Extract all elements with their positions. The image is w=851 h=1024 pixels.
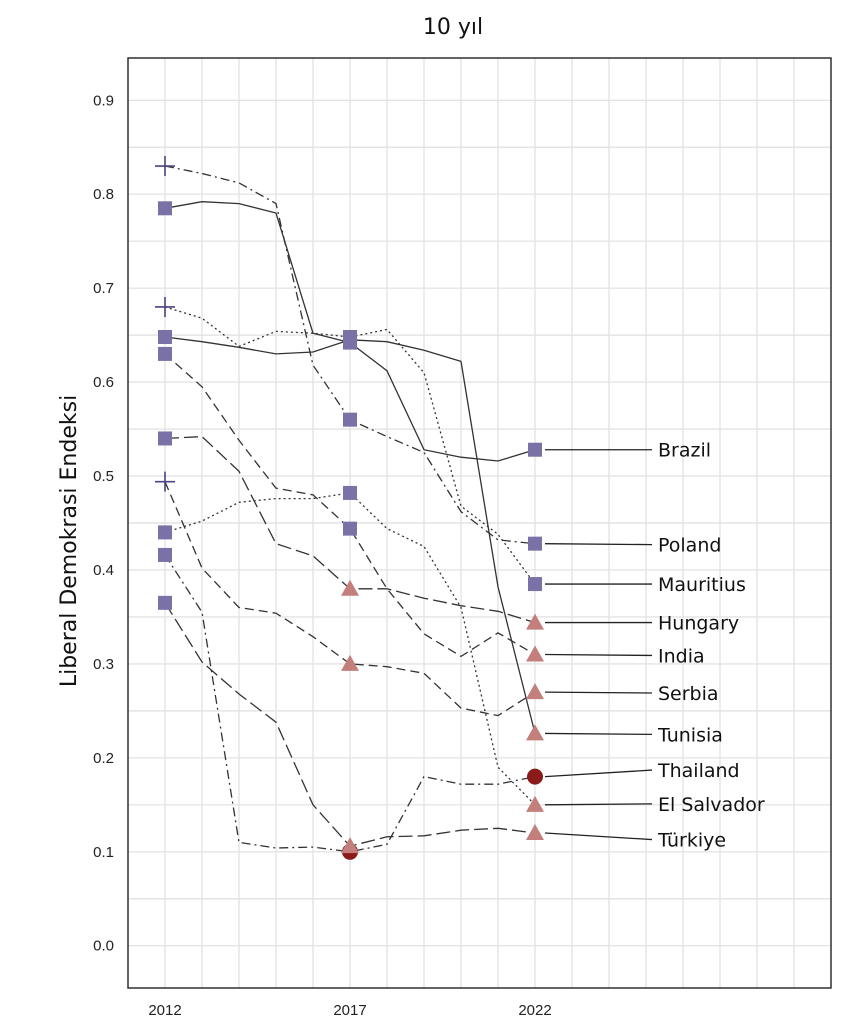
marker-group xyxy=(155,156,544,860)
x-tick-label: 2017 xyxy=(333,1002,366,1019)
marker-2012 xyxy=(155,156,175,177)
grid xyxy=(128,58,831,988)
x-tick-label: 2012 xyxy=(148,1002,181,1019)
series-line-4 xyxy=(164,353,536,658)
plot-frame xyxy=(127,57,832,989)
y-tick-label: 0.5 xyxy=(93,468,114,485)
marker-2017 xyxy=(343,485,357,500)
series-label: El Salvador xyxy=(658,794,765,816)
y-tick-label: 0.1 xyxy=(93,844,114,861)
marker-2017 xyxy=(341,837,359,854)
label-group: Brazil Poland Mauritius Hungary India Serbia T… xyxy=(544,440,765,852)
marker-2022 xyxy=(527,768,543,785)
series-label: Brazil xyxy=(658,440,711,462)
marker-2017 xyxy=(341,654,359,671)
marker-2012 xyxy=(158,330,172,344)
series-label: Serbia xyxy=(658,683,719,705)
label-connector xyxy=(544,732,653,736)
marker-2022 xyxy=(526,645,544,662)
y-tick-label: 0.4 xyxy=(93,562,114,579)
marker-2022 xyxy=(526,724,544,741)
chart-title: 10 yıl xyxy=(423,15,483,40)
marker-2012 xyxy=(158,201,172,216)
marker-2017 xyxy=(343,332,357,347)
marker-2012 xyxy=(158,547,172,562)
marker-2022 xyxy=(528,536,542,551)
marker-2022 xyxy=(528,442,542,457)
marker-2012 xyxy=(158,431,172,446)
label-connector xyxy=(544,543,653,546)
marker-2017 xyxy=(341,579,359,596)
marker-2022 xyxy=(526,824,544,840)
label-connector xyxy=(544,653,653,657)
x-tick-label: 2022 xyxy=(518,1002,551,1019)
series-label: India xyxy=(658,645,705,667)
marker-2022 xyxy=(528,577,542,592)
y-tick-label: 0.6 xyxy=(93,374,114,391)
marker-2022 xyxy=(526,613,544,630)
y-axis-label: Liberal Demokrasi Endeksi xyxy=(57,395,82,687)
label-connector xyxy=(544,691,653,694)
y-tick-label: 0.3 xyxy=(93,656,114,673)
y-tick-label: 0.8 xyxy=(93,186,114,203)
marker-2012 xyxy=(158,346,172,361)
marker-2022 xyxy=(526,683,544,700)
marker-2012 xyxy=(158,595,172,610)
series-label: Poland xyxy=(658,535,721,557)
y-tick-label: 0.0 xyxy=(93,938,114,955)
series-label: Hungary xyxy=(658,613,739,635)
marker-2012 xyxy=(155,471,175,492)
y-axis-ticks: 0.0 0.1 0.2 0.3 0.4 0.5 0.6 0.7 0.8 0.9 xyxy=(93,92,114,954)
series-line-5 xyxy=(164,481,536,717)
series-label: Thailand xyxy=(657,760,740,782)
marker-2017 xyxy=(343,412,357,427)
label-connector xyxy=(544,803,653,806)
marker-2012 xyxy=(155,296,175,317)
label-connector xyxy=(544,832,653,841)
series-label: Mauritius xyxy=(658,574,746,596)
label-connector xyxy=(544,769,653,778)
marker-2012 xyxy=(158,525,172,540)
marker-2022 xyxy=(526,795,544,812)
x-axis-ticks: 2012 2017 2022 xyxy=(148,1002,551,1019)
y-tick-label: 0.7 xyxy=(93,280,114,297)
y-tick-label: 0.9 xyxy=(93,92,114,109)
series-label: Türkiye xyxy=(657,830,726,852)
series-label: Tunisia xyxy=(657,724,723,746)
y-tick-label: 0.2 xyxy=(93,750,114,767)
marker-2017 xyxy=(343,521,357,536)
